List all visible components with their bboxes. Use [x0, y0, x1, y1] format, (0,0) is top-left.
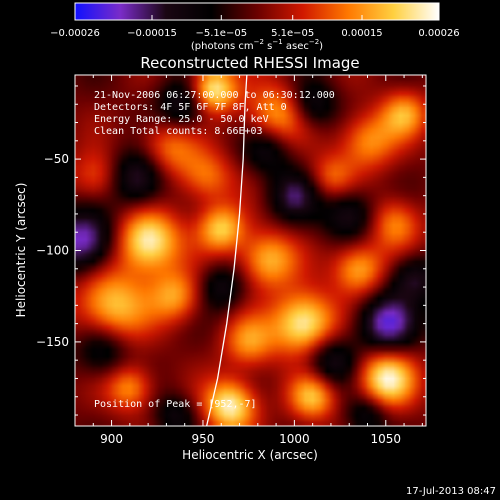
colorbar-tick-label: 0.00026	[418, 28, 459, 39]
colorbar-ticks	[74, 15, 440, 20]
cb-unit-exp2: −1	[272, 38, 282, 46]
info-line-energy: Energy Range: 25.0 - 50.0 keV	[94, 114, 269, 125]
info-line-detectors: Detectors: 4F 5F 6F 7F 8F, Att 0	[94, 102, 287, 113]
x-tick-label: 1000	[279, 432, 310, 446]
solar-limb-curve	[205, 75, 248, 426]
cb-unit-exp3: −2	[309, 38, 319, 46]
colorbar-tick-label: 5.1e−05	[271, 28, 314, 39]
peak-position-label: Position of Peak = [952,-7]	[94, 399, 257, 410]
info-text: 21-Nov-2006 06:27:00.000 to 06:30:12.000…	[94, 90, 335, 410]
colorbar-unit-label: (photons cm−2 s−1 asec−2)	[191, 38, 323, 52]
timestamp: 17-Jul-2013 08:47	[406, 486, 496, 497]
y-tick-label: −150	[36, 335, 69, 349]
y-tick-label: −100	[36, 244, 69, 258]
cb-unit-end: )	[319, 41, 323, 52]
colorbar-strip	[74, 2, 440, 21]
heatmap	[75, 75, 426, 426]
x-tick-label: 900	[100, 432, 123, 446]
colorbar-tick-label: 0.00015	[341, 28, 382, 39]
x-axis-label: Heliocentric X (arcsec)	[182, 448, 318, 462]
info-line-time: 21-Nov-2006 06:27:00.000 to 06:30:12.000	[94, 90, 335, 101]
info-line-counts: Clean Total counts: 8.66E+03	[94, 126, 263, 137]
x-tick-label: 950	[192, 432, 215, 446]
colorbar-tick-label: −0.00015	[127, 28, 177, 39]
y-axis-label: Heliocentric Y (arcsec)	[14, 183, 28, 318]
x-tick-label: 1050	[371, 432, 402, 446]
y-axis: −50 −100 −150	[36, 85, 426, 416]
colorbar: −0.00026 −0.00015 −5.1e−05 5.1e−05 0.00015 0.…	[50, 2, 460, 52]
colorbar-tick-labels: −0.00026 −0.00015 −5.1e−05 5.1e−05 0.00015 0.…	[50, 28, 460, 39]
y-tick-label: −50	[44, 152, 69, 166]
cb-unit-mid2: asec	[283, 41, 309, 52]
colorbar-tick-label: −5.1e−05	[196, 28, 248, 39]
cb-unit-mid1: s	[264, 41, 272, 52]
x-axis: 900 950 1000 1050	[92, 75, 423, 446]
cb-unit-exp1: −2	[254, 38, 264, 46]
cb-unit-main: (photons cm	[191, 41, 254, 52]
heatmap-image	[75, 75, 426, 426]
heatmap-canvas	[75, 75, 426, 426]
colorbar-tick-label: −0.00026	[50, 28, 100, 39]
chart-title: Reconstructed RHESSI Image	[140, 54, 359, 72]
